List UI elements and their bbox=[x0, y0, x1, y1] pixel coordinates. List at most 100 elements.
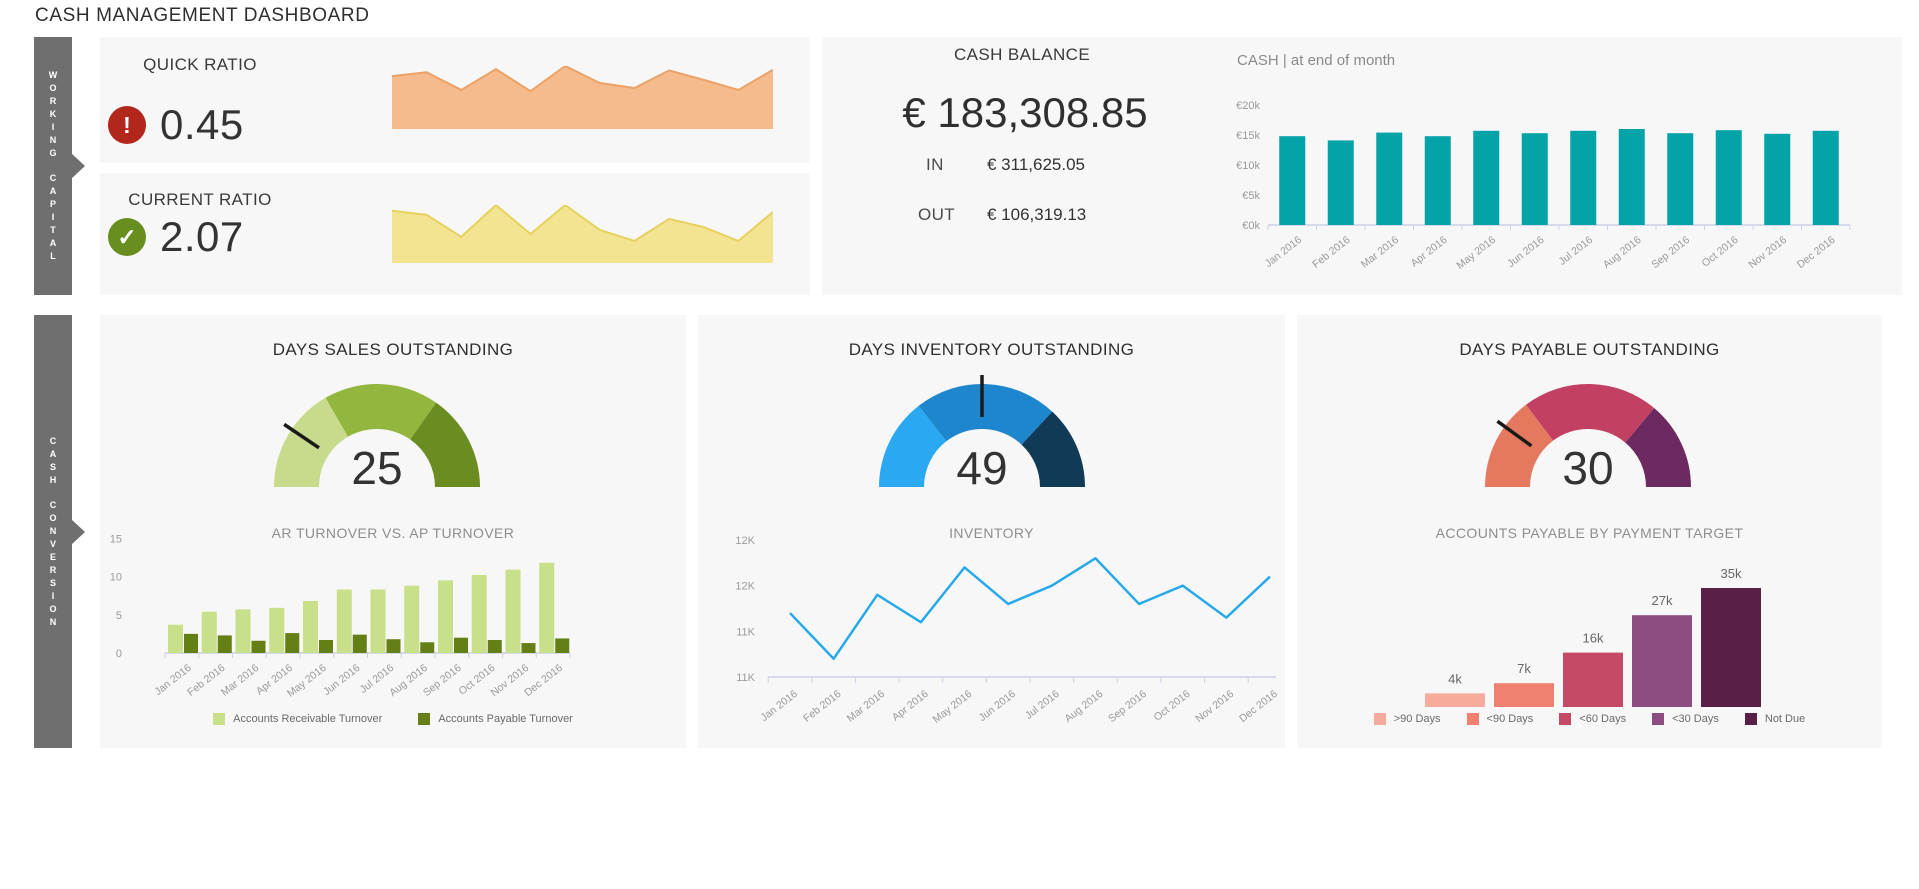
svg-text:€20k: €20k bbox=[1236, 100, 1260, 112]
svg-text:Aug 2016: Aug 2016 bbox=[1601, 234, 1644, 271]
svg-text:Jan 2016: Jan 2016 bbox=[1263, 234, 1305, 270]
tab-letter: P bbox=[49, 199, 56, 209]
svg-text:Jun 2016: Jun 2016 bbox=[1505, 234, 1547, 270]
current-ratio-sparkline bbox=[392, 205, 773, 263]
tab-letter: T bbox=[50, 225, 56, 235]
svg-text:Jul 2016: Jul 2016 bbox=[1556, 234, 1595, 268]
tab-letter: R bbox=[49, 564, 57, 575]
legend-swatch bbox=[1559, 713, 1572, 725]
tab-letter: S bbox=[49, 461, 56, 472]
svg-text:10: 10 bbox=[110, 572, 122, 584]
tab-letter: W bbox=[48, 70, 58, 80]
legend-item: >90 Days bbox=[1373, 713, 1441, 725]
legend-item: Accounts Payable Turnover bbox=[418, 713, 573, 725]
legend-swatch bbox=[1652, 713, 1665, 725]
svg-text:Dec 2016: Dec 2016 bbox=[1795, 234, 1838, 271]
svg-text:Apr 2016: Apr 2016 bbox=[1409, 234, 1450, 270]
cash-out-value: € 106,319.13 bbox=[987, 205, 1087, 224]
tab-letter: A bbox=[49, 448, 57, 459]
quick-ratio-title: QUICK RATIO bbox=[143, 55, 257, 74]
svg-text:Jan 2016: Jan 2016 bbox=[758, 688, 800, 724]
tab-letter: H bbox=[49, 474, 57, 485]
current-ratio-title: CURRENT RATIO bbox=[128, 190, 272, 209]
svg-text:Nov 2016: Nov 2016 bbox=[1746, 234, 1789, 271]
tab-letter: R bbox=[49, 96, 57, 106]
svg-text:Dec 2016: Dec 2016 bbox=[1237, 688, 1280, 725]
svg-text:35k: 35k bbox=[1721, 566, 1742, 581]
cash-by-month-chart-title: CASH | at end of month bbox=[1237, 52, 1396, 69]
legend-item: <30 Days bbox=[1652, 713, 1719, 725]
tab-letter: N bbox=[49, 135, 57, 145]
tab-letter: I bbox=[51, 212, 55, 222]
cash-in-value: € 311,625.05 bbox=[987, 155, 1085, 174]
svg-text:Dec 2016: Dec 2016 bbox=[522, 662, 565, 699]
svg-text:12K: 12K bbox=[735, 535, 755, 547]
dio-value: 49 bbox=[956, 442, 1008, 494]
tab-letter: V bbox=[49, 538, 56, 549]
svg-text:Sep 2016: Sep 2016 bbox=[1649, 234, 1692, 271]
svg-text:Aug 2016: Aug 2016 bbox=[1062, 688, 1105, 725]
dio-title: DAYS INVENTORY OUTSTANDING bbox=[848, 340, 1135, 359]
legend-item: Accounts Receivable Turnover bbox=[213, 713, 382, 725]
legend-label: Not Due bbox=[1764, 713, 1806, 725]
current-ratio-value: 2.07 bbox=[160, 213, 244, 260]
tab-letter: N bbox=[49, 525, 57, 536]
legend-label: <90 Days bbox=[1486, 713, 1534, 725]
alert-icon: ! bbox=[108, 106, 146, 144]
tab-letter: A bbox=[49, 186, 57, 196]
dpo-gauge bbox=[1485, 384, 1691, 487]
svg-text:4k: 4k bbox=[1448, 671, 1462, 686]
quick-ratio-value: 0.45 bbox=[160, 101, 244, 148]
tab-arrow-icon bbox=[71, 153, 85, 179]
svg-text:0: 0 bbox=[116, 648, 122, 660]
tab-letter: A bbox=[49, 238, 57, 248]
legend-swatch bbox=[1744, 713, 1757, 725]
cash-balance-value: € 183,308.85 bbox=[902, 89, 1148, 136]
dpo-title: DAYS PAYABLE OUTSTANDING bbox=[1459, 340, 1720, 359]
dpo-panel: DAYS PAYABLE OUTSTANDING 30 ACCOUNTS PAY… bbox=[1297, 315, 1882, 748]
svg-text:Mar 2016: Mar 2016 bbox=[845, 688, 887, 725]
svg-text:Sep 2016: Sep 2016 bbox=[1106, 688, 1149, 725]
legend-item: <90 Days bbox=[1466, 713, 1534, 725]
legend-label: Accounts Receivable Turnover bbox=[233, 713, 383, 725]
ar-ap-legend: Accounts Receivable Turnover Accounts Pay… bbox=[100, 713, 686, 725]
svg-text:Sep 2016: Sep 2016 bbox=[421, 662, 464, 699]
svg-text:Mar 2016: Mar 2016 bbox=[1359, 234, 1401, 271]
svg-text:May 2016: May 2016 bbox=[1454, 234, 1498, 272]
svg-text:12K: 12K bbox=[735, 581, 755, 593]
svg-text:Mar 2016: Mar 2016 bbox=[219, 662, 261, 699]
svg-text:May 2016: May 2016 bbox=[931, 688, 975, 726]
tab-letter: N bbox=[49, 616, 57, 627]
svg-text:Apr 2016: Apr 2016 bbox=[890, 688, 931, 724]
cash-out-label: OUT bbox=[918, 205, 956, 224]
ap-target-chart-title: ACCOUNTS PAYABLE BY PAYMENT TARGET bbox=[1435, 525, 1744, 541]
cash-balance-title: CASH BALANCE bbox=[953, 45, 1091, 64]
cash-in-label: IN bbox=[926, 155, 944, 174]
tab-letter: K bbox=[49, 109, 57, 119]
svg-text:11K: 11K bbox=[736, 672, 755, 684]
legend-label: <60 Days bbox=[1579, 713, 1627, 725]
inventory-chart-title: INVENTORY bbox=[949, 525, 1034, 541]
dio-gauge bbox=[879, 375, 1085, 487]
ap-target-legend: >90 Days <90 Days <60 Days <30 Days Not Due bbox=[1297, 713, 1882, 725]
tab-letter: E bbox=[49, 551, 56, 562]
svg-text:€15k: €15k bbox=[1236, 130, 1260, 142]
dso-panel: DAYS SALES OUTSTANDING 25 AR TURNOVER VS… bbox=[100, 315, 686, 748]
svg-text:15: 15 bbox=[110, 533, 122, 545]
svg-text:11K: 11K bbox=[736, 626, 755, 638]
dso-title: DAYS SALES OUTSTANDING bbox=[272, 340, 514, 359]
page-title: CASH MANAGEMENT DASHBOARD bbox=[35, 5, 370, 26]
tab-letter: C bbox=[49, 173, 57, 183]
legend-swatch bbox=[1466, 713, 1479, 725]
tab-letter: G bbox=[49, 148, 57, 158]
svg-text:Jun 2016: Jun 2016 bbox=[977, 688, 1019, 724]
dpo-value: 30 bbox=[1562, 442, 1614, 494]
svg-text:€5k: €5k bbox=[1242, 190, 1260, 202]
tab-letter: O bbox=[49, 512, 57, 523]
tab-letter: C bbox=[49, 499, 57, 510]
svg-text:27k: 27k bbox=[1652, 593, 1673, 608]
